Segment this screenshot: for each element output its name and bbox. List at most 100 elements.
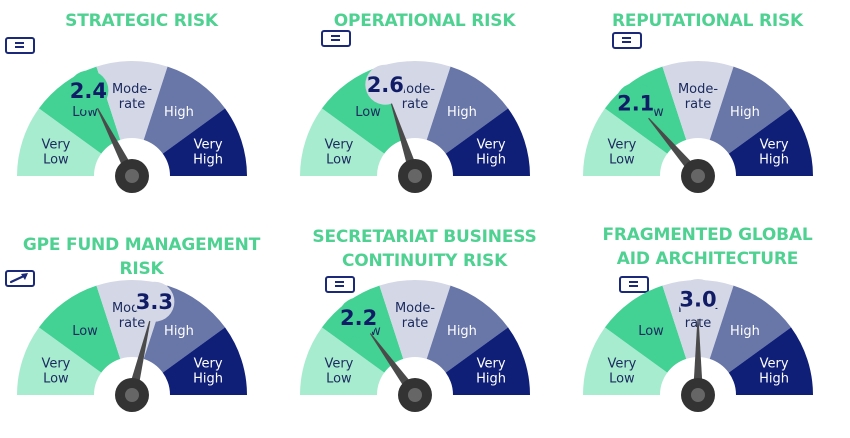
gauge-panel-0: STRATEGIC RISK Very Low Low Mode-rate High Ve…	[0, 0, 283, 219]
segment-label: Very	[324, 137, 353, 152]
segment-label: rate	[119, 97, 145, 112]
gauge-segment-4	[162, 327, 247, 395]
gauge-segment-4	[445, 327, 530, 395]
score-badge	[134, 281, 175, 322]
segment-label: Very	[41, 356, 70, 371]
needle-hub-inner	[408, 388, 422, 402]
gauge-segment-1	[604, 285, 687, 373]
segment-label: Low	[638, 324, 664, 339]
gauge-title-line: SECRETARIAT BUSINESS	[312, 227, 537, 247]
segment-label: High	[164, 324, 194, 339]
gauge-segment-4	[728, 108, 813, 176]
gauge-title-line: FRAGMENTED GLOBAL	[602, 225, 813, 245]
gauge-segment-3	[426, 285, 509, 373]
equals-bar-top	[15, 42, 24, 44]
equals-bar-bottom	[335, 285, 344, 287]
gauge-panel-2: REPUTATIONAL RISK VeryLowLowMode-rateHig…	[566, 0, 849, 219]
gauge-segment-2	[96, 61, 168, 140]
trend-equal-icon	[5, 37, 35, 54]
gauge-title: STRATEGIC RISK	[10, 9, 273, 33]
gauge-needle	[388, 94, 420, 178]
score-value: 2.1	[617, 92, 654, 116]
gauge-segment-0	[17, 108, 102, 176]
equals-icon	[15, 42, 24, 48]
segment-label: Very	[194, 137, 223, 152]
segment-label: Very	[760, 137, 789, 152]
equals-icon	[629, 281, 638, 287]
segment-label: High	[759, 152, 789, 167]
gauge-segment-3	[709, 285, 792, 373]
gauge-needle	[693, 309, 703, 395]
gauge-title: REPUTATIONAL RISK	[576, 9, 839, 33]
segment-label: rate	[685, 97, 711, 112]
gauge-needle	[364, 325, 419, 398]
gauge-segment-3	[426, 66, 509, 154]
segment-label: High	[447, 324, 477, 339]
score-badge	[338, 297, 379, 338]
segment-label: High	[759, 371, 789, 386]
gauge-segment-0	[300, 108, 385, 176]
segment-label: Low	[43, 152, 69, 167]
equals-bar-bottom	[629, 285, 638, 287]
segment-label: High	[476, 371, 506, 386]
gauge-needle	[127, 311, 153, 397]
equals-icon	[622, 37, 631, 43]
needle-hub-inner	[125, 169, 139, 183]
gauge-segment-3	[143, 66, 226, 154]
trend-equal-icon	[321, 30, 351, 47]
score-value: 2.2	[340, 306, 377, 330]
score-badge	[68, 70, 109, 111]
gauge-panel-5: FRAGMENTED GLOBAL AID ARCHITECTURE Very L…	[566, 219, 849, 438]
trend-equal-icon	[325, 276, 355, 293]
score-badge	[615, 83, 656, 123]
equals-bar-top	[331, 35, 340, 37]
segment-label: Very	[324, 356, 353, 371]
equals-bar-top	[622, 37, 631, 39]
gauge-segment-4	[162, 108, 247, 176]
segment-label: Low	[609, 152, 635, 167]
gauge-needle	[93, 99, 137, 179]
score-badge	[678, 279, 718, 319]
gauge-title-line: OPERATIONAL RISK	[333, 11, 516, 31]
gauge-title: FRAGMENTED GLOBAL AID ARCHITECTURE	[576, 223, 839, 271]
segment-label: Mode-	[678, 82, 718, 97]
segment-label: High	[164, 105, 194, 120]
segment-label: Very	[477, 137, 506, 152]
segment-label: Low	[326, 152, 352, 167]
needle-hub-inner	[408, 169, 422, 183]
segment-label: Low	[326, 371, 352, 386]
segment-label: Very	[760, 356, 789, 371]
segment-label: Very	[607, 356, 636, 371]
needle-hub-inner	[691, 169, 705, 183]
arrow-head	[21, 273, 28, 280]
arrow-up-right-icon	[9, 273, 28, 284]
segment-label: High	[730, 324, 760, 339]
segment-label: Low	[43, 371, 69, 386]
equals-bar-top	[629, 281, 638, 283]
gauge-title-line: STRATEGIC RISK	[65, 11, 218, 31]
gauge-title-line: AID ARCHITECTURE	[616, 249, 799, 269]
gauge-title: OPERATIONAL RISK	[293, 9, 556, 33]
score-value: 3.0	[679, 288, 716, 312]
segment-label: Very	[607, 137, 636, 152]
equals-bar-bottom	[622, 41, 631, 43]
equals-bar-bottom	[331, 39, 340, 41]
equals-bar-bottom	[15, 46, 24, 48]
segment-label: High	[193, 152, 223, 167]
trend-equal-icon	[612, 32, 642, 49]
segment-label: Low	[355, 105, 381, 120]
segment-label: Low	[609, 371, 635, 386]
segment-label: High	[730, 105, 760, 120]
segment-label: High	[447, 105, 477, 120]
gauge-segment-0	[17, 327, 102, 395]
gauge-segment-0	[300, 327, 385, 395]
segment-label: High	[476, 152, 506, 167]
segment-label: Mode-	[112, 82, 152, 97]
gauge-segment-4	[728, 327, 813, 395]
segment-label: High	[193, 371, 223, 386]
